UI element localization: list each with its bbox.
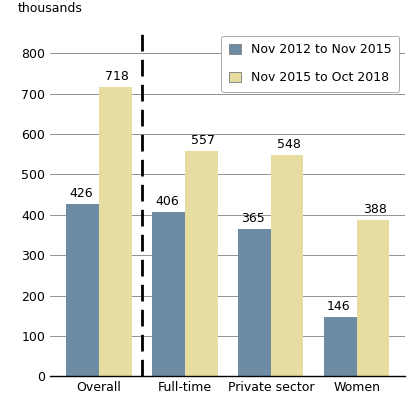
Legend: Nov 2012 to Nov 2015, Nov 2015 to Oct 2018: Nov 2012 to Nov 2015, Nov 2015 to Oct 20… [221, 36, 399, 92]
Text: 718: 718 [105, 69, 129, 82]
Bar [324, 317, 357, 376]
Text: 426: 426 [69, 187, 93, 200]
Bar [99, 87, 132, 376]
Bar [271, 155, 303, 376]
Bar [185, 151, 217, 376]
Bar [238, 229, 271, 376]
Text: thousands: thousands [18, 3, 83, 15]
Text: 146: 146 [327, 300, 350, 313]
Bar [357, 220, 389, 376]
Text: 548: 548 [277, 138, 301, 151]
Bar [152, 212, 185, 376]
Text: 557: 557 [191, 135, 215, 148]
Text: 406: 406 [155, 195, 178, 209]
Bar [66, 204, 99, 376]
Text: 365: 365 [241, 212, 265, 225]
Text: 388: 388 [363, 203, 387, 216]
